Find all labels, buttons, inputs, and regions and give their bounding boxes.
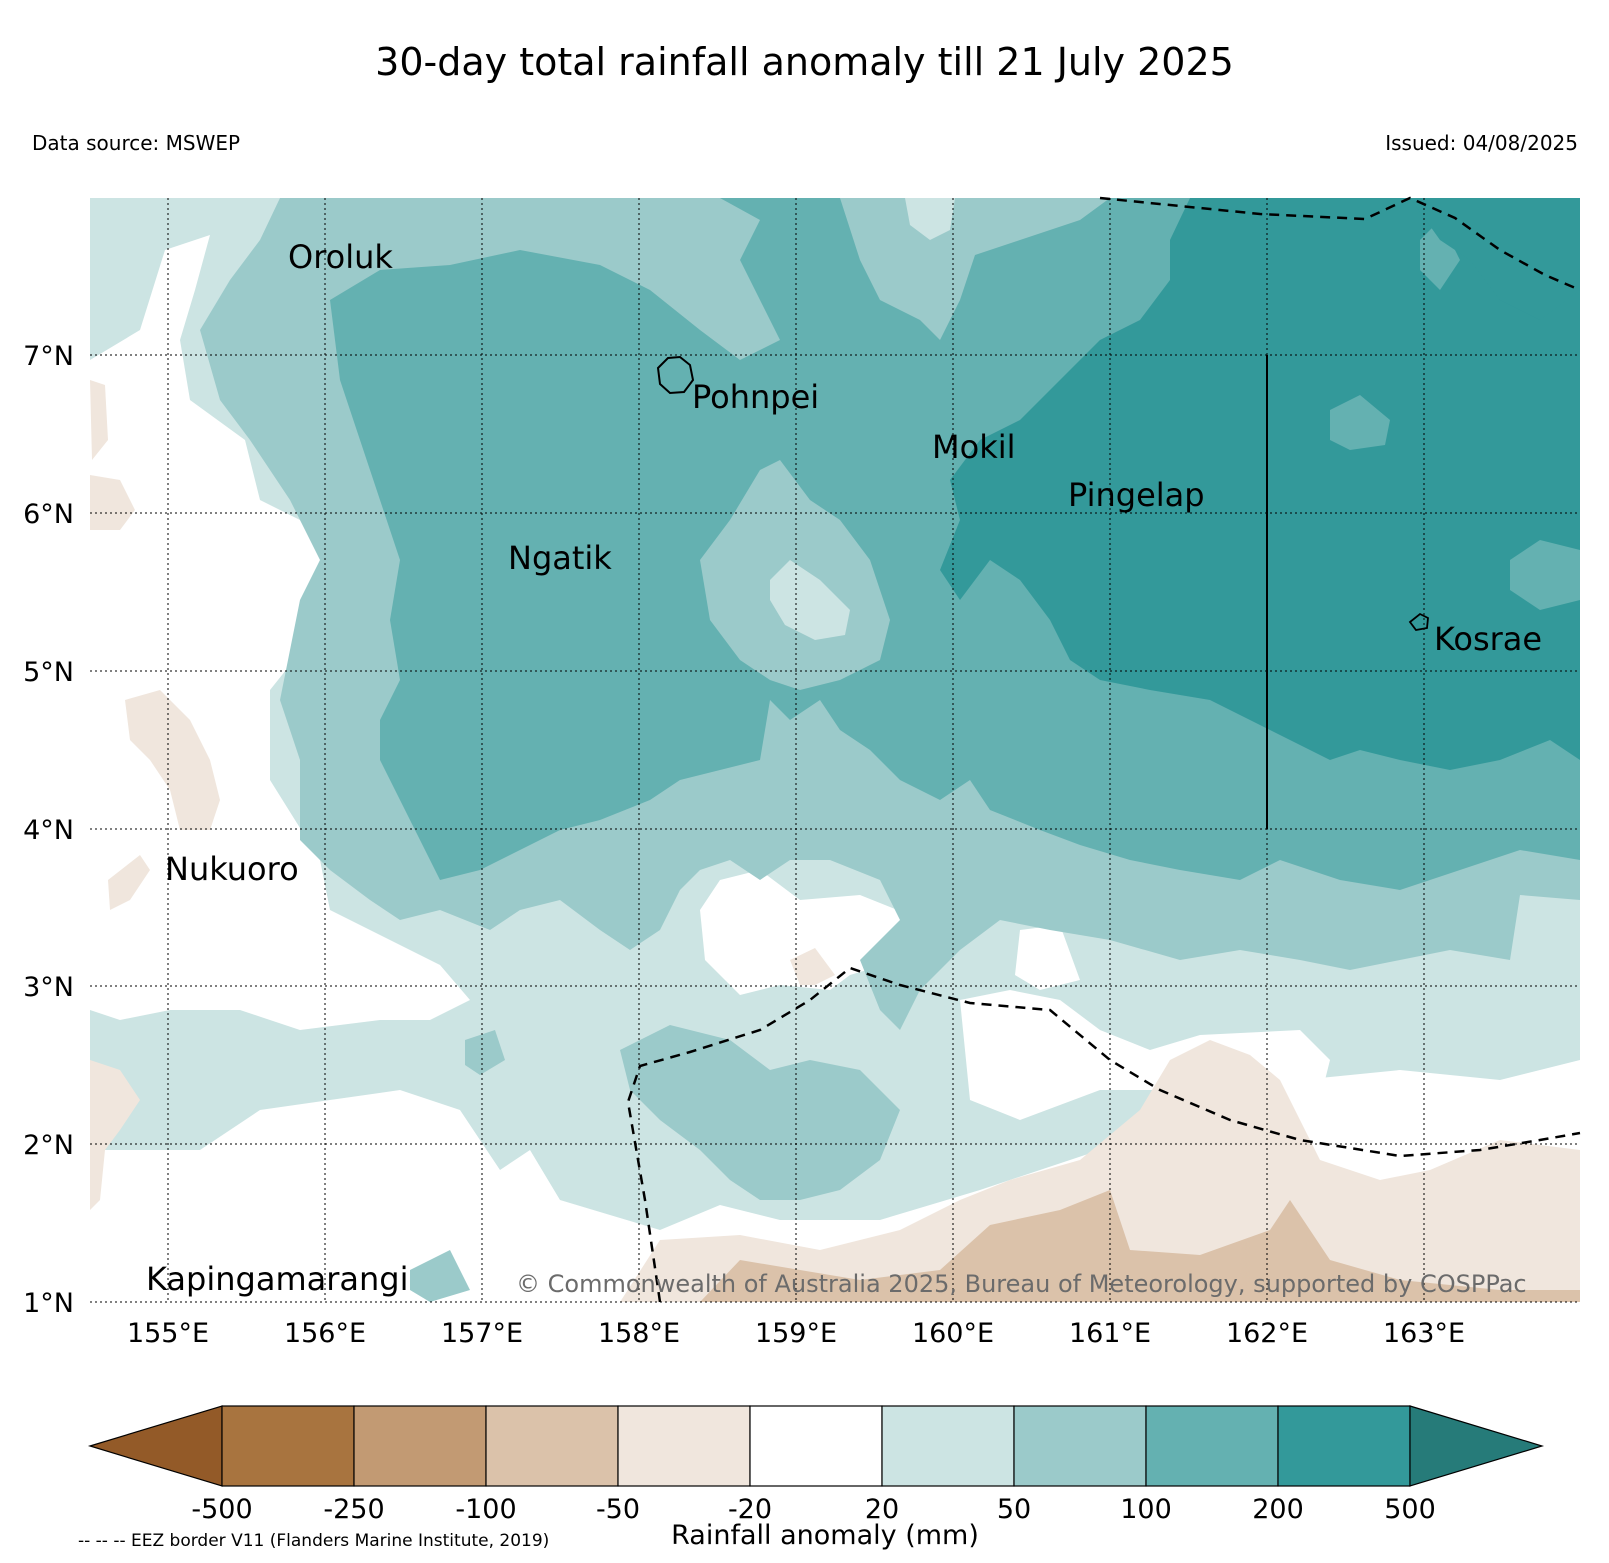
lat-tick-3n: 3°N xyxy=(23,972,74,1003)
place-label-ngatik: Ngatik xyxy=(508,539,612,577)
lon-tick-162e: 162°E xyxy=(1226,1318,1308,1349)
colorbar-segment xyxy=(881,1405,1015,1487)
latitude-labels: 7°N 6°N 5°N 4°N 3°N 2°N 1°N xyxy=(23,341,74,1319)
band-neutral-central xyxy=(700,870,910,995)
place-label-nukuoro: Nukuoro xyxy=(165,850,299,888)
colorbar-tick: -20 xyxy=(728,1494,772,1525)
lat-tick-4n: 4°N xyxy=(23,815,74,846)
issued-date-label: Issued: 04/08/2025 xyxy=(1385,131,1578,155)
colorbar-tick: -500 xyxy=(191,1494,252,1525)
band-100-200-inner xyxy=(1330,220,1580,610)
colorbar-segment xyxy=(1277,1405,1411,1487)
kosrae-island-outline xyxy=(1408,612,1429,631)
lon-tick-157e: 157°E xyxy=(441,1318,523,1349)
place-labels: Oroluk Pohnpei Mokil Pingelap Ngatik Kos… xyxy=(146,238,1542,1298)
colorbar-tick: 50 xyxy=(997,1494,1031,1525)
lat-tick-5n: 5°N xyxy=(23,657,74,688)
colorbar-extend-low xyxy=(87,1405,223,1487)
band-neutral-west xyxy=(90,235,470,1030)
data-source-label: Data source: MSWEP xyxy=(32,131,241,155)
colorbar-segment xyxy=(617,1405,751,1487)
band-dry-central xyxy=(790,948,835,985)
band-200-500-ne xyxy=(1410,198,1580,320)
place-label-pohnpei: Pohnpei xyxy=(692,378,819,416)
lat-tick-6n: 6°N xyxy=(23,499,74,530)
lat-tick-7n: 7°N xyxy=(23,341,74,372)
colorbar-segment xyxy=(1013,1405,1147,1487)
lat-tick-2n: 2°N xyxy=(23,1130,74,1161)
eez-borders xyxy=(626,196,1581,1303)
colorbar-segment xyxy=(1145,1405,1279,1487)
band-50-100-south xyxy=(410,1025,900,1302)
band-dry-south xyxy=(620,1040,1580,1302)
colorbar-tick: 20 xyxy=(865,1494,899,1525)
longitude-labels: 155°E 156°E 157°E 158°E 159°E 160°E 161°… xyxy=(127,1318,1465,1349)
eez-legend-note: -- -- -- EEZ border V11 (Flanders Marine… xyxy=(78,1531,550,1551)
place-label-kosrae: Kosrae xyxy=(1434,620,1542,658)
lon-tick-156e: 156°E xyxy=(284,1318,366,1349)
colorbar-tick: 200 xyxy=(1252,1494,1304,1525)
lon-tick-155e: 155°E xyxy=(127,1318,209,1349)
colorbar-title: Rainfall anomaly (mm) xyxy=(671,1520,979,1551)
lon-tick-158e: 158°E xyxy=(598,1318,680,1349)
lon-tick-160e: 160°E xyxy=(912,1318,994,1349)
band-dry-west xyxy=(90,380,220,1210)
colorbar-tick-labels: -500 -250 -100 -50 -20 20 50 100 200 500 xyxy=(191,1494,1435,1525)
colorbar-tick: 100 xyxy=(1120,1494,1172,1525)
gridlines xyxy=(90,198,1580,1303)
band-50-100-north xyxy=(840,198,980,340)
colorbar-segment xyxy=(221,1405,355,1487)
copyright-notice: © Commonwealth of Australia 2025, Bureau… xyxy=(516,1270,1527,1298)
band-200-500 xyxy=(940,198,1580,770)
colorbar-tick: -50 xyxy=(596,1494,640,1525)
pohnpei-island-outline xyxy=(656,355,695,395)
place-label-oroluk: Oroluk xyxy=(288,238,393,276)
place-label-mokil: Mokil xyxy=(932,428,1016,466)
lat-tick-1n: 1°N xyxy=(23,1288,74,1319)
colorbar-tick: 500 xyxy=(1384,1494,1436,1525)
anomaly-field xyxy=(90,198,1580,1302)
place-label-pingelap: Pingelap xyxy=(1068,476,1205,514)
colorbar xyxy=(87,1405,1545,1487)
band-dry-darker xyxy=(700,1190,1580,1302)
colorbar-tick: -250 xyxy=(323,1494,384,1525)
colorbar-segment xyxy=(485,1405,619,1487)
place-label-kapingamarangi: Kapingamarangi xyxy=(146,1260,408,1298)
lon-tick-161e: 161°E xyxy=(1069,1318,1151,1349)
band-20-50-hole xyxy=(770,560,850,640)
colorbar-extend-high xyxy=(1409,1405,1545,1487)
lon-tick-159e: 159°E xyxy=(755,1318,837,1349)
lon-tick-163e: 163°E xyxy=(1383,1318,1465,1349)
colorbar-segment xyxy=(353,1405,487,1487)
colorbar-tick: -100 xyxy=(455,1494,516,1525)
colorbar-segment xyxy=(749,1405,883,1487)
map-title: 30-day total rainfall anomaly till 21 Ju… xyxy=(375,40,1234,84)
band-neutral-mid xyxy=(1015,925,1080,990)
band-20-50-north xyxy=(905,198,955,240)
